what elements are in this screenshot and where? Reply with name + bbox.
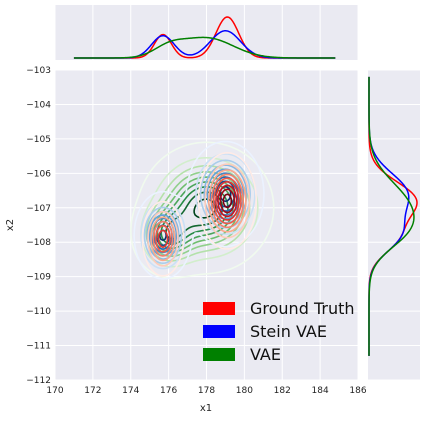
y-axis-label: x2	[5, 219, 16, 231]
x-tick-label: 172	[84, 386, 101, 396]
y-tick-label: −106	[26, 169, 51, 179]
x-tick-label: 178	[198, 386, 215, 396]
y-tick-label: −104	[26, 100, 51, 110]
y-tick-label: −103	[26, 66, 51, 76]
y-tick-label: −107	[26, 204, 51, 214]
contour-line	[154, 177, 242, 253]
contour-line	[130, 141, 275, 279]
contour-line	[157, 181, 240, 248]
contour-line	[147, 163, 251, 267]
top-marginal-grid	[54, 5, 359, 60]
contour-line	[152, 173, 245, 257]
y-tick-label: −110	[26, 307, 51, 317]
x-axis-label: x1	[200, 403, 212, 414]
y-marginal-curve	[368, 76, 415, 356]
x-tick-label: 184	[312, 386, 329, 396]
contour-line	[222, 193, 233, 209]
legend: Ground Truth Stein VAE VAE	[203, 299, 355, 364]
contour-line	[150, 169, 247, 262]
contour-line	[141, 152, 258, 277]
x-tick-label: 180	[236, 386, 253, 396]
y-axis-ticks: −103 −104 −105 −106 −107 −108 −109 −110 −111 −112	[26, 66, 51, 386]
legend-label: Stein VAE	[250, 322, 327, 341]
legend-label: VAE	[250, 345, 281, 364]
right-marginal-curves	[368, 76, 418, 356]
legend-swatch	[203, 325, 235, 338]
kde-contours	[130, 140, 275, 280]
legend-swatch	[203, 348, 235, 361]
y-tick-label: −108	[26, 238, 51, 248]
top-marginal-curves	[73, 16, 336, 59]
x-axis-ticks: 170 172 174 176 178 180 182 184 186	[46, 386, 366, 396]
y-tick-label: −112	[26, 376, 51, 386]
x-tick-label: 174	[122, 386, 139, 396]
contour-group	[141, 152, 258, 277]
y-tick-label: −109	[26, 273, 51, 283]
x-tick-label: 170	[46, 386, 63, 396]
x-marginal-curve	[73, 36, 336, 59]
x-tick-label: 186	[349, 386, 366, 396]
legend-label: Ground Truth	[250, 299, 355, 318]
x-tick-label: 176	[160, 386, 177, 396]
legend-swatch	[203, 302, 235, 315]
right-marginal-panel	[368, 70, 420, 380]
contour-line	[217, 184, 238, 218]
x-tick-label: 182	[274, 386, 291, 396]
contour-line	[219, 188, 236, 214]
y-tick-label: −111	[26, 342, 51, 352]
y-tick-label: −105	[26, 135, 51, 145]
